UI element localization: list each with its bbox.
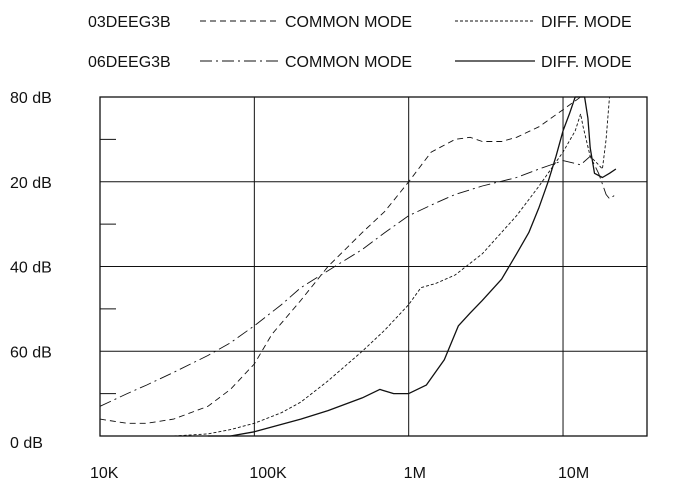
y-tick-label-0: 80 dB	[10, 90, 52, 107]
x-tick-label-0: 10K	[90, 465, 119, 482]
series-06deeg3b-diff-mode-line	[207, 96, 617, 437]
y-tick-label-1: 20 dB	[10, 175, 52, 192]
series-03deeg3b-diff-mode-line	[173, 96, 616, 437]
legend-part-2: 06DEEG3B	[88, 54, 171, 71]
y-minor-ticks	[100, 138, 116, 395]
legend-dm-label-1: DIFF. MODE	[541, 14, 632, 31]
legend-cm-label-2: COMMON MODE	[285, 54, 412, 71]
legend-row-1: 03DEEG3B COMMON MODE DIFF. MODE	[88, 14, 632, 31]
x-tick-label-2: 1M	[404, 465, 426, 482]
y-tick-label-2: 40 dB	[10, 260, 52, 277]
legend-dm-label-2: DIFF. MODE	[541, 54, 632, 71]
legend-part-1: 03DEEG3B	[88, 14, 171, 31]
series-03deeg3b-common-mode-line	[99, 96, 619, 424]
series-06deeg3b-common-mode-line	[99, 155, 617, 407]
x-tick-label-3: 10M	[558, 465, 589, 482]
grid	[100, 97, 647, 436]
legend-cm-label-1: COMMON MODE	[285, 14, 412, 31]
series-group	[99, 96, 619, 437]
legend: 03DEEG3B COMMON MODE DIFF. MODE 06DEEG3B…	[88, 14, 632, 71]
x-tick-label-1: 100K	[249, 465, 287, 482]
x-axis-labels: 10K 100K 1M 10M	[90, 465, 589, 482]
y-axis-labels: 80 dB 20 dB 40 dB 60 dB 0 dB	[10, 90, 52, 452]
y-tick-label-4: 0 dB	[10, 435, 43, 452]
legend-row-2: 06DEEG3B COMMON MODE DIFF. MODE	[88, 54, 632, 71]
y-tick-label-3: 60 dB	[10, 344, 52, 361]
